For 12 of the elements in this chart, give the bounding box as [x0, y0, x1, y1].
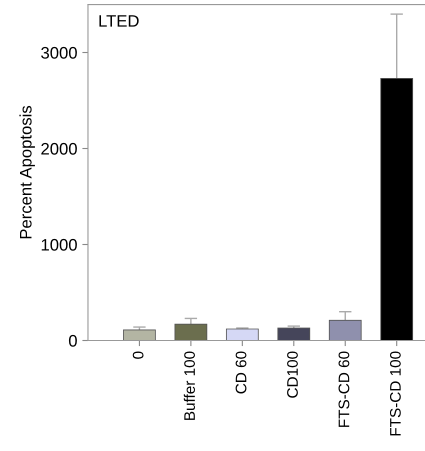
x-tick-label: FTS-CD 60 — [338, 352, 350, 427]
y-tick-label: 0 — [68, 334, 77, 347]
x-tick-label: CD100 — [287, 352, 298, 398]
annotation: LTED — [99, 15, 139, 27]
x-tick-label: Buffer 100 — [184, 352, 195, 420]
x-tick-label: FTS-CD 100 — [390, 352, 401, 436]
y-tick-label: 1000 — [42, 238, 77, 251]
y-tick-label: 2000 — [41, 142, 77, 155]
y-axis-title: Percent Apoptosis — [19, 106, 35, 238]
x-tick-label: 0 — [132, 352, 144, 359]
y-tick-label: 3000 — [41, 46, 77, 59]
x-tick-label: CD 60 — [236, 352, 246, 394]
